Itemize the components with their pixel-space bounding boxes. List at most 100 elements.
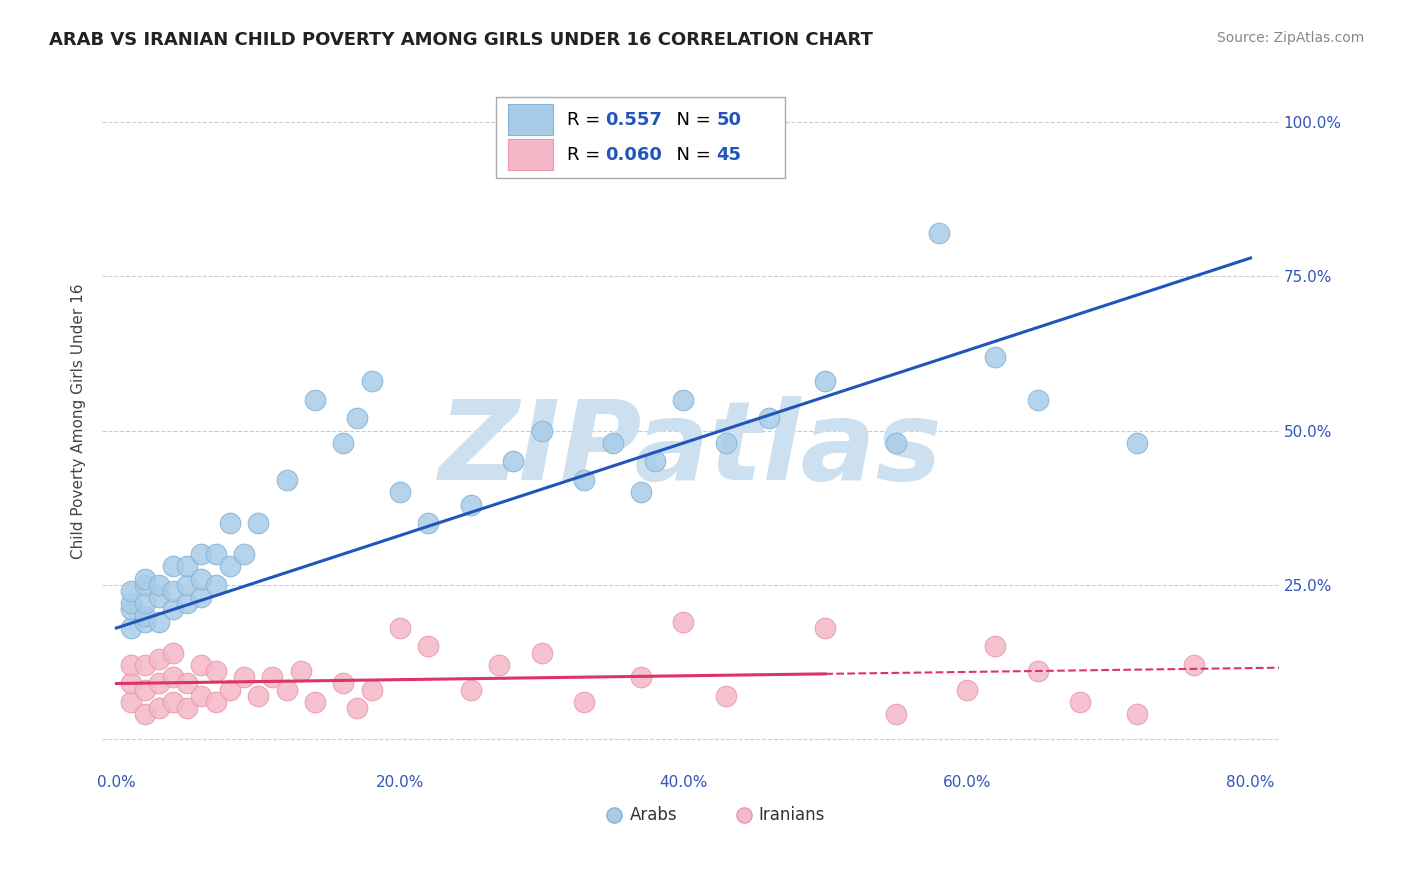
Point bbox=[984, 640, 1007, 654]
Point bbox=[134, 615, 156, 629]
Text: 50: 50 bbox=[717, 111, 741, 128]
Point bbox=[148, 578, 170, 592]
Point bbox=[418, 516, 440, 531]
Point bbox=[218, 559, 240, 574]
Point bbox=[418, 640, 440, 654]
Point bbox=[162, 602, 184, 616]
Point bbox=[644, 454, 666, 468]
Point bbox=[134, 596, 156, 610]
Text: R =: R = bbox=[567, 111, 606, 128]
Bar bbox=[508, 139, 553, 170]
Point bbox=[884, 707, 907, 722]
Point bbox=[162, 584, 184, 599]
Point bbox=[148, 676, 170, 690]
Point bbox=[530, 424, 553, 438]
Point bbox=[332, 676, 354, 690]
Point bbox=[134, 572, 156, 586]
Point bbox=[204, 547, 226, 561]
Point bbox=[204, 664, 226, 678]
Point bbox=[630, 485, 652, 500]
Point bbox=[956, 682, 979, 697]
Point bbox=[304, 392, 326, 407]
Text: 0.557: 0.557 bbox=[605, 111, 662, 128]
Point bbox=[218, 682, 240, 697]
Point bbox=[388, 621, 411, 635]
Point bbox=[814, 374, 837, 388]
Point bbox=[176, 559, 198, 574]
Text: R =: R = bbox=[567, 145, 606, 163]
Text: N =: N = bbox=[665, 111, 716, 128]
Point bbox=[162, 559, 184, 574]
Point bbox=[1069, 695, 1091, 709]
Point bbox=[247, 689, 270, 703]
Point bbox=[204, 695, 226, 709]
Point bbox=[332, 436, 354, 450]
Point bbox=[1126, 707, 1149, 722]
Point bbox=[247, 516, 270, 531]
Point bbox=[262, 670, 284, 684]
Point bbox=[134, 578, 156, 592]
Point bbox=[148, 615, 170, 629]
Point bbox=[290, 664, 312, 678]
Point bbox=[276, 473, 298, 487]
Point bbox=[1026, 392, 1049, 407]
Text: Iranians: Iranians bbox=[759, 806, 825, 824]
Text: ARAB VS IRANIAN CHILD POVERTY AMONG GIRLS UNDER 16 CORRELATION CHART: ARAB VS IRANIAN CHILD POVERTY AMONG GIRL… bbox=[49, 31, 873, 49]
Point bbox=[204, 578, 226, 592]
Text: Source: ZipAtlas.com: Source: ZipAtlas.com bbox=[1216, 31, 1364, 45]
Point bbox=[1182, 658, 1205, 673]
Point bbox=[276, 682, 298, 697]
Point bbox=[120, 658, 142, 673]
Point bbox=[134, 608, 156, 623]
Point bbox=[233, 547, 256, 561]
Point bbox=[388, 485, 411, 500]
Point bbox=[602, 436, 624, 450]
Point bbox=[176, 676, 198, 690]
Point bbox=[162, 695, 184, 709]
Point bbox=[346, 411, 368, 425]
Point bbox=[488, 658, 510, 673]
Text: ZIPatlas: ZIPatlas bbox=[439, 396, 942, 503]
Point bbox=[984, 350, 1007, 364]
Point bbox=[814, 621, 837, 635]
FancyBboxPatch shape bbox=[496, 97, 785, 178]
Point bbox=[190, 689, 212, 703]
Point bbox=[148, 652, 170, 666]
Point bbox=[672, 392, 695, 407]
Point bbox=[176, 596, 198, 610]
Point bbox=[574, 473, 596, 487]
Text: 0.060: 0.060 bbox=[605, 145, 662, 163]
Point bbox=[346, 701, 368, 715]
Point bbox=[502, 454, 524, 468]
Point bbox=[134, 682, 156, 697]
Point bbox=[233, 670, 256, 684]
Point bbox=[714, 689, 737, 703]
Point bbox=[218, 516, 240, 531]
Point bbox=[120, 621, 142, 635]
Point bbox=[928, 227, 950, 241]
Point bbox=[360, 682, 382, 697]
Point bbox=[884, 436, 907, 450]
Point bbox=[148, 701, 170, 715]
Point bbox=[190, 547, 212, 561]
Point bbox=[176, 578, 198, 592]
Point bbox=[1126, 436, 1149, 450]
Point bbox=[176, 701, 198, 715]
Point bbox=[460, 682, 482, 697]
Point bbox=[630, 670, 652, 684]
Point bbox=[190, 572, 212, 586]
Point bbox=[134, 658, 156, 673]
Point bbox=[714, 436, 737, 450]
Point bbox=[162, 670, 184, 684]
Point bbox=[1026, 664, 1049, 678]
Y-axis label: Child Poverty Among Girls Under 16: Child Poverty Among Girls Under 16 bbox=[72, 284, 86, 559]
Point bbox=[120, 596, 142, 610]
Point bbox=[190, 590, 212, 604]
Point bbox=[120, 695, 142, 709]
Bar bbox=[508, 104, 553, 136]
Point bbox=[672, 615, 695, 629]
Point bbox=[758, 411, 780, 425]
Point bbox=[134, 707, 156, 722]
Point bbox=[120, 584, 142, 599]
Point bbox=[304, 695, 326, 709]
